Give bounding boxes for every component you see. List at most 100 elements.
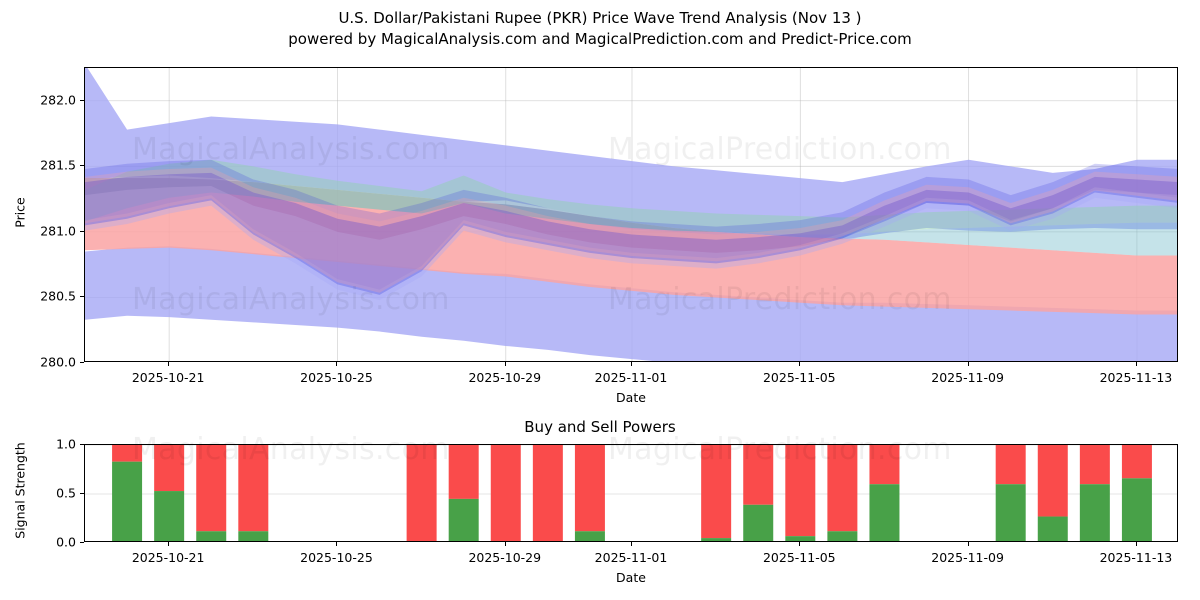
price-ytick-mark: [80, 99, 84, 101]
buy-power-segment: [238, 531, 269, 541]
price-xtick-mark: [631, 362, 632, 366]
price-ytick-label: 280.0: [40, 354, 76, 370]
signal-bar: [574, 445, 605, 541]
sell-power-segment: [1121, 445, 1152, 479]
price-ytick-label: 280.5: [40, 288, 76, 304]
price-xtick-label: 2025-11-05: [762, 370, 836, 385]
buy-sell-bars-svg: [85, 445, 1177, 541]
buy-power-segment: [1121, 478, 1152, 541]
signal-bar: [827, 445, 858, 541]
buy-power-segment: [112, 461, 143, 541]
price-ytick-label: 282.0: [40, 92, 76, 108]
signal-xtick-mark: [799, 542, 801, 546]
price-ytick-mark: [80, 230, 84, 232]
buy-sell-plot-area: [84, 444, 1178, 542]
sell-power-segment: [869, 445, 900, 485]
signal-xtick-label: 2025-11-01: [594, 550, 668, 565]
signal-xtick-label: 2025-10-29: [468, 550, 542, 565]
signal-ytick-label: 1.0: [56, 436, 76, 452]
signal-bar: [743, 445, 774, 541]
price-chart-plot-area: [84, 67, 1178, 362]
price-wave-svg: [85, 68, 1177, 361]
price-xtick-label: 2025-10-25: [300, 370, 373, 385]
wave-overlay-2: [85, 167, 1177, 293]
wave-band-teal: [85, 178, 1177, 256]
sell-power-segment: [785, 445, 816, 537]
title-line-1: U.S. Dollar/Pakistani Rupee (PKR) Price …: [338, 9, 862, 27]
sell-power-segment: [532, 445, 563, 541]
signal-xtick-label: 2025-11-13: [1099, 550, 1173, 565]
price-ytick-label: 281.5: [40, 157, 76, 173]
signal-bar: [532, 445, 563, 541]
signal-xtick-label: 2025-10-25: [300, 550, 373, 565]
wave-overlay-0: [85, 159, 1177, 290]
signal-bar: [1079, 445, 1110, 541]
buy-power-segment: [1079, 484, 1110, 541]
sell-power-segment: [448, 445, 479, 499]
price-yaxis-label: Price: [12, 196, 28, 228]
sell-power-segment: [1079, 445, 1110, 485]
signal-bar: [406, 445, 437, 541]
buy-power-segment: [827, 531, 858, 541]
signal-bar: [869, 445, 900, 541]
outer-lower-band: [85, 246, 1177, 361]
signal-bar: [995, 445, 1026, 541]
buy-power-segment: [448, 498, 479, 541]
buy-power-segment: [743, 504, 774, 541]
signal-xaxis-label: Date: [616, 570, 646, 585]
buy-power-segment: [154, 491, 185, 541]
signal-bar: [490, 445, 521, 541]
sell-power-segment: [995, 445, 1026, 485]
signal-bar: [238, 445, 269, 541]
price-xtick-mark: [799, 362, 801, 366]
signal-yaxis-label: Signal Strength: [12, 442, 28, 539]
sell-power-segment: [743, 445, 774, 505]
price-ytick-mark: [80, 296, 84, 298]
signal-xtick-label: 2025-11-09: [931, 550, 1004, 565]
signal-bar: [785, 445, 816, 541]
signal-ytick-mark: [80, 444, 84, 445]
price-xtick-label: 2025-11-13: [1099, 370, 1173, 385]
price-xtick-mark: [1135, 362, 1137, 366]
sell-power-segment: [238, 445, 269, 532]
buy-power-segment: [701, 538, 732, 541]
price-ytick-mark: [80, 362, 84, 363]
price-xtick-label: 2025-10-29: [468, 370, 542, 385]
sell-power-segment: [827, 445, 858, 532]
signal-bar: [1037, 445, 1068, 541]
wave-band-a: [85, 159, 1177, 235]
signal-xtick-mark: [967, 542, 969, 546]
sell-power-segment: [1037, 445, 1068, 517]
price-ytick-mark: [80, 165, 84, 167]
signal-bar: [196, 445, 227, 541]
signal-xtick-mark: [504, 542, 506, 546]
buy-power-segment: [995, 484, 1026, 541]
price-xtick-label: 2025-10-21: [131, 370, 205, 385]
page-title: U.S. Dollar/Pakistani Rupee (PKR) Price …: [0, 8, 1200, 50]
signal-bar: [112, 445, 143, 541]
signal-ytick-label: 0.5: [56, 485, 76, 501]
signal-xtick-label: 2025-11-05: [762, 550, 836, 565]
price-xtick-mark: [168, 362, 170, 366]
sell-power-segment: [154, 445, 185, 492]
buy-power-segment: [196, 531, 227, 541]
signal-ytick-mark: [80, 542, 84, 543]
sell-power-segment: [406, 445, 437, 541]
sell-power-segment: [701, 445, 732, 539]
title-line-2: powered by MagicalAnalysis.com and Magic…: [288, 30, 912, 48]
sell-power-segment: [196, 445, 227, 532]
price-xtick-mark: [504, 362, 506, 366]
sell-power-segment: [490, 445, 521, 541]
signal-xtick-mark: [631, 542, 632, 546]
buy-power-segment: [574, 531, 605, 541]
buy-power-segment: [785, 536, 816, 541]
signal-bar: [1121, 445, 1152, 541]
price-channel-band: [85, 178, 1177, 315]
price-xtick-mark: [967, 362, 969, 366]
buy-power-segment: [1037, 516, 1068, 541]
outer-upper-band: [85, 68, 1177, 240]
buy-sell-title: Buy and Sell Powers: [524, 418, 676, 436]
buy-power-segment: [869, 484, 900, 541]
signal-bar: [154, 445, 185, 541]
